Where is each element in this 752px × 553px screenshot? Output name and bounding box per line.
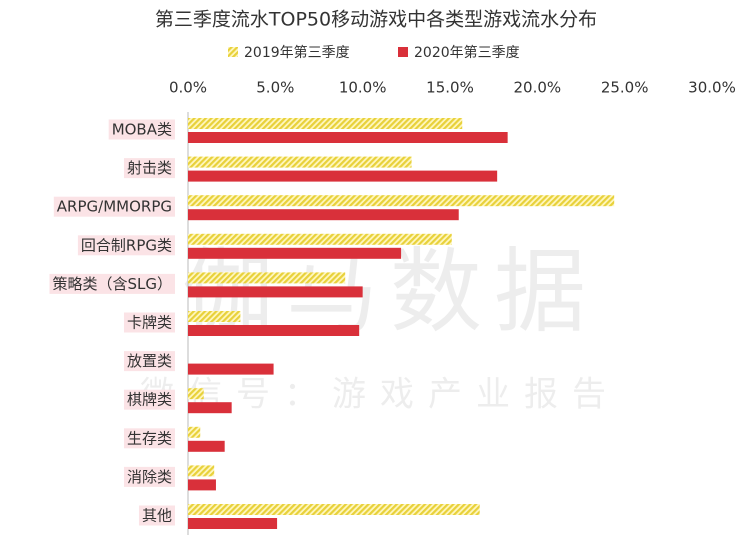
y-tick-label: 射击类 xyxy=(127,159,172,177)
label-bg xyxy=(123,158,175,179)
label-bg xyxy=(123,389,175,410)
label-bg xyxy=(108,119,175,140)
y-tick-label: 其他 xyxy=(142,507,172,525)
bar xyxy=(188,247,402,259)
legend-label: 2019年第三季度 xyxy=(244,44,350,61)
bar xyxy=(188,518,278,529)
x-tick-label: 15.0% xyxy=(426,79,474,97)
bar xyxy=(188,465,215,477)
y-tick-label: 策略类（含SLG） xyxy=(52,275,172,293)
label-bg xyxy=(123,466,175,487)
bar xyxy=(188,363,274,375)
x-tick-label: 0.0% xyxy=(169,79,207,97)
bar xyxy=(188,118,463,129)
bar xyxy=(188,479,216,491)
bar xyxy=(188,440,225,452)
label-bg xyxy=(138,505,175,526)
label-bg xyxy=(123,351,175,372)
y-tick-label: 消除类 xyxy=(127,468,172,486)
bar xyxy=(188,325,360,336)
label-bg xyxy=(123,428,175,449)
y-tick-label: ARPG/MMORPG xyxy=(57,198,172,216)
y-tick-label: MOBA类 xyxy=(112,121,172,139)
x-tick-label: 25.0% xyxy=(601,79,649,97)
bar xyxy=(188,311,241,322)
bar xyxy=(188,402,232,414)
bar xyxy=(188,195,615,207)
legend-label: 2020年第三季度 xyxy=(414,44,520,61)
label-bg xyxy=(77,235,175,256)
y-tick-label: 放置类 xyxy=(127,352,172,370)
label-bg xyxy=(53,196,175,217)
y-tick-label: 卡牌类 xyxy=(127,314,172,332)
bar xyxy=(188,132,508,143)
x-tick-label: 10.0% xyxy=(339,79,387,97)
bar xyxy=(188,233,452,245)
chart-title: 第三季度流水TOP50移动游戏中各类型游戏流水分布 xyxy=(155,9,597,31)
x-tick-label: 20.0% xyxy=(514,79,562,97)
x-tick-label: 5.0% xyxy=(256,79,294,97)
label-bg xyxy=(123,312,175,333)
bar xyxy=(188,286,363,298)
y-tick-label: 棋牌类 xyxy=(127,391,172,409)
legend-swatch xyxy=(228,47,238,57)
bar xyxy=(188,170,498,182)
y-tick-label: 生存类 xyxy=(127,429,172,447)
label-bg xyxy=(49,273,175,294)
bar xyxy=(188,272,346,284)
bar xyxy=(188,156,412,168)
x-tick-label: 30.0% xyxy=(688,79,736,97)
y-tick-label: 回合制RPG类 xyxy=(81,236,172,254)
bar xyxy=(188,426,201,438)
bar xyxy=(188,209,459,221)
bar xyxy=(188,388,204,400)
bar xyxy=(188,504,480,515)
legend-swatch xyxy=(398,47,408,57)
